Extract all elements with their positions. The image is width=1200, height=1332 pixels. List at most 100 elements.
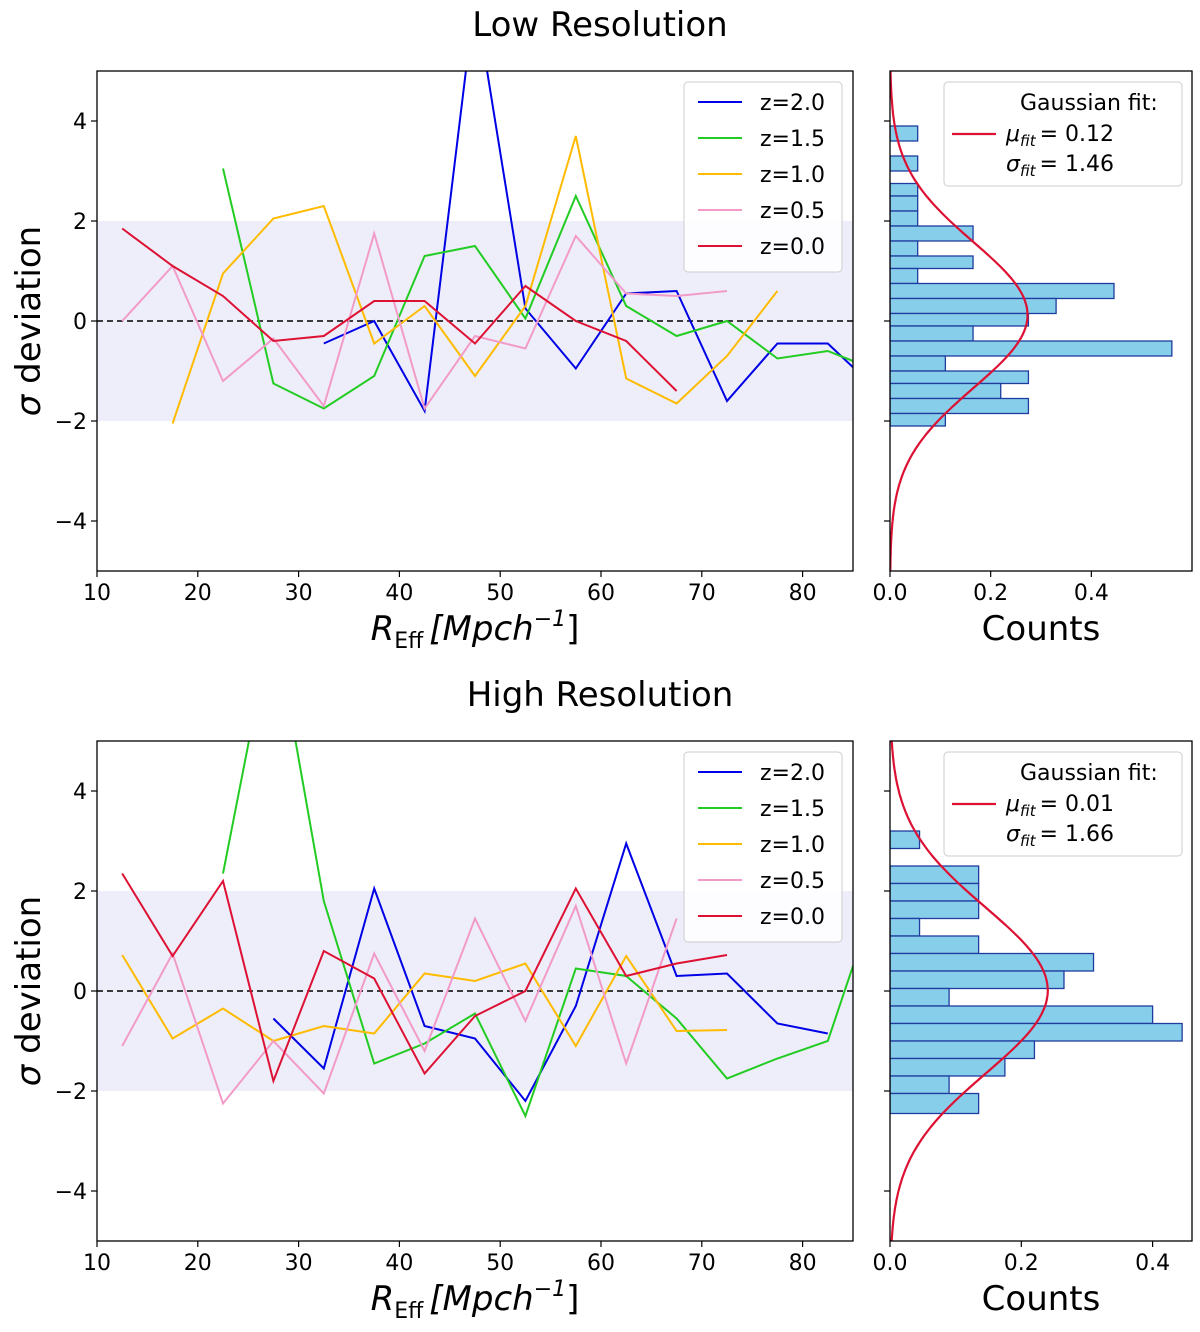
histogram-bar bbox=[890, 987, 950, 1007]
y-tick-label: 2 bbox=[73, 880, 87, 905]
histogram-bar bbox=[890, 255, 974, 270]
legend-label-z=1.5: z=1.5 bbox=[760, 127, 825, 152]
x-tick-label: 20 bbox=[184, 581, 212, 606]
histogram-bar bbox=[890, 1022, 1183, 1042]
series-line-z=0.5 bbox=[121, 229, 728, 411]
x-tick-label: 50 bbox=[486, 1251, 514, 1276]
x-axis-label-low-resolution: REff [Mpch−1] bbox=[371, 607, 580, 654]
legend-label-z=0.0: z=0.0 bbox=[760, 905, 825, 930]
x-tick-label: 0.4 bbox=[1135, 1251, 1170, 1276]
y-axis-label-high-resolution: σ deviation bbox=[9, 896, 49, 1086]
legend-box bbox=[683, 81, 843, 273]
legend-label-z=0.5: z=0.5 bbox=[760, 199, 825, 224]
x-tick-label: 20 bbox=[184, 1251, 212, 1276]
legend-sigma: σfit = 1.46 bbox=[1006, 152, 1114, 180]
legend-label-z=2.0: z=2.0 bbox=[760, 91, 825, 116]
series-line-z=1.5 bbox=[222, 741, 853, 1119]
legend-label-z=2.0: z=2.0 bbox=[760, 761, 825, 786]
legend-title: Gaussian fit: bbox=[1020, 91, 1158, 116]
x-tick-label: 0.2 bbox=[973, 581, 1008, 606]
histogram-bar bbox=[890, 182, 919, 197]
histogram-bar bbox=[890, 830, 921, 850]
x-tick-label: 40 bbox=[385, 581, 413, 606]
histogram-bar bbox=[890, 865, 980, 885]
legend-mu: μfit = 0.12 bbox=[1005, 122, 1114, 150]
y-tick-label: 0 bbox=[73, 980, 87, 1005]
histogram-bars bbox=[890, 741, 1183, 1241]
histogram-bar bbox=[890, 312, 1030, 327]
histogram-bar bbox=[890, 970, 1065, 990]
x-tick-label: 70 bbox=[688, 581, 716, 606]
histogram-bar bbox=[890, 340, 1173, 357]
legend-box bbox=[943, 81, 1183, 187]
legend-label-z=0.5: z=0.5 bbox=[760, 869, 825, 894]
histogram-bar bbox=[890, 225, 974, 242]
panel-high-resolution: High Resolution 10 20 30 40 50 60 70 80 −4 −2 0 2 4 z… bbox=[9, 675, 854, 1324]
y-tick-label: 4 bbox=[73, 110, 87, 135]
x-tick-label: 30 bbox=[285, 1251, 313, 1276]
histogram-bar bbox=[890, 267, 919, 285]
y-tick-label: −4 bbox=[55, 510, 87, 535]
series-line-z=1.0 bbox=[171, 135, 779, 424]
histogram-bar bbox=[890, 917, 921, 937]
series-group bbox=[121, 741, 853, 1119]
x-tick-label: 30 bbox=[285, 581, 313, 606]
legend-label-z=1.5: z=1.5 bbox=[760, 797, 825, 822]
histogram-bar bbox=[890, 195, 919, 212]
histogram-bars bbox=[890, 71, 1173, 571]
x-tick-label: 0.0 bbox=[873, 581, 908, 606]
series-line-z=1.0 bbox=[121, 954, 728, 1048]
histogram-bar bbox=[890, 282, 1115, 300]
y-tick-label: 0 bbox=[73, 310, 87, 335]
histogram-bar bbox=[890, 210, 919, 227]
x-tick-label: 0.4 bbox=[1074, 581, 1109, 606]
series-line-z=1.5 bbox=[222, 168, 853, 410]
x-tick-label: 80 bbox=[789, 581, 817, 606]
x-axis-label-high-resolution: REff [Mpch−1] bbox=[371, 1277, 580, 1324]
legend-box bbox=[683, 751, 843, 943]
histogram-bar bbox=[890, 1075, 950, 1095]
histogram-bar bbox=[890, 325, 974, 342]
legend-label-z=1.0: z=1.0 bbox=[760, 163, 825, 188]
x-axis-label-counts-high-resolution: Counts bbox=[982, 1279, 1101, 1319]
y-axis-label-low-resolution: σ deviation bbox=[9, 226, 49, 416]
line-plot-low-resolution: 10 20 30 40 50 60 70 80 −4 −2 0 2 4 z=2.0 z=1.5 z=1.0 z=… bbox=[55, 70, 854, 606]
legend-title: Gaussian fit: bbox=[1020, 761, 1158, 786]
legend-mu: μfit = 0.01 bbox=[1005, 792, 1114, 820]
histogram-bar bbox=[890, 370, 1030, 385]
x-tick-label: 70 bbox=[688, 1251, 716, 1276]
histogram-bar bbox=[890, 240, 919, 257]
x-tick-label: 0.0 bbox=[873, 1251, 908, 1276]
histogram-bar bbox=[890, 1005, 1154, 1025]
legend-label-z=1.0: z=1.0 bbox=[760, 833, 825, 858]
x-axis-label-counts-low-resolution: Counts bbox=[982, 609, 1101, 649]
histogram-bar bbox=[890, 1092, 980, 1115]
gaussian-fit-curve bbox=[890, 71, 1029, 571]
x-tick-label: 60 bbox=[587, 1251, 615, 1276]
title-high-resolution: High Resolution bbox=[467, 675, 734, 715]
y-tick-label: 4 bbox=[73, 780, 87, 805]
series-line-z=0.5 bbox=[121, 903, 678, 1106]
histogram-bar bbox=[890, 412, 947, 427]
gaussian-fit-curve bbox=[890, 741, 1049, 1241]
x-tick-label: 50 bbox=[486, 581, 514, 606]
series-line-z=0.0 bbox=[121, 227, 678, 392]
x-tick-label: 10 bbox=[83, 1251, 111, 1276]
y-tick-label: −2 bbox=[55, 1080, 87, 1105]
y-tick-label: −4 bbox=[55, 1180, 87, 1205]
x-tick-label: 0.2 bbox=[1004, 1251, 1039, 1276]
legend-box bbox=[943, 751, 1183, 857]
x-tick-label: 10 bbox=[83, 581, 111, 606]
line-plot-high-resolution: 10 20 30 40 50 60 70 80 −4 −2 0 2 4 z=2.0 z=1.5 z=1.0 z=… bbox=[55, 740, 854, 1276]
panel-low-resolution: Low Resolution 10 20 30 40 50 60 70 80 −4 −2 0 2 4 z=… bbox=[9, 5, 854, 654]
histogram-bar bbox=[890, 382, 1002, 400]
histogram-bar bbox=[890, 935, 980, 955]
histogram-bar bbox=[890, 882, 980, 902]
legend-sigma: σfit = 1.66 bbox=[1006, 822, 1114, 850]
histogram-bar bbox=[890, 900, 980, 920]
